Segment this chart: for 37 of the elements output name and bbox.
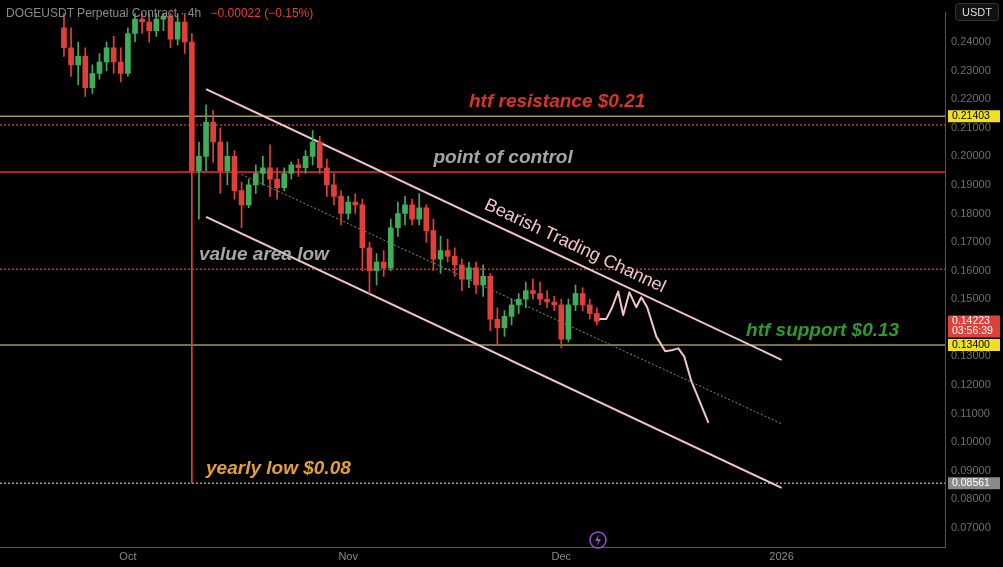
y-tick-label: 0.18000 [951, 206, 991, 219]
y-tick-label: 0.10000 [951, 435, 991, 448]
y-tick-label: 0.07000 [951, 520, 991, 533]
y-tick-label: 0.20000 [951, 149, 991, 162]
y-tick-label: 0.21000 [951, 120, 991, 133]
y-axis-title: USDT [955, 3, 999, 21]
y-tick-label: 0.19000 [951, 177, 991, 190]
text: 0.14223 03:56:39 [952, 313, 994, 337]
y-tick-label: 0.16000 [951, 263, 991, 276]
ref-line-label: 0.13400 [952, 337, 991, 350]
x-tick-label: Nov [338, 550, 359, 563]
y-tick-label: 0.08000 [951, 492, 991, 505]
annotation: point of control [432, 145, 574, 167]
y-tick-label: 0.13000 [951, 349, 991, 362]
x-tick-label: Oct [119, 550, 137, 563]
annotation: value area low [198, 242, 331, 264]
ref-line-label: 0.21403 [952, 109, 991, 122]
chart-title: DOGEUSDT Perpetual Contract · 4h [6, 6, 202, 20]
y-tick-label: 0.22000 [951, 92, 991, 105]
candlestick [380, 250, 387, 277]
y-tick-label: 0.24000 [951, 35, 991, 48]
y-tick-label: 0.15000 [951, 292, 991, 305]
y-tick-label: 0.09000 [951, 463, 991, 476]
candlestick [551, 296, 558, 311]
y-tick-label: 0.23000 [951, 63, 991, 76]
annotation: htf resistance $0.21 [468, 89, 646, 111]
x-tick-label: Dec [551, 550, 572, 563]
chart-subtitle: −0.00022 (−0.15%) [210, 6, 314, 20]
annotation: htf support $0.13 [746, 318, 900, 340]
y-tick-label: 0.11000 [951, 406, 990, 419]
x-tick-label: 2026 [769, 550, 794, 563]
y-tick-label: 0.12000 [951, 377, 991, 390]
ref-line-label: 0.08561 [952, 476, 991, 489]
candlestick [75, 41, 81, 86]
candlestick [352, 193, 359, 214]
annotation: yearly low $0.08 [205, 456, 352, 478]
y-tick-label: 0.17000 [951, 235, 991, 248]
